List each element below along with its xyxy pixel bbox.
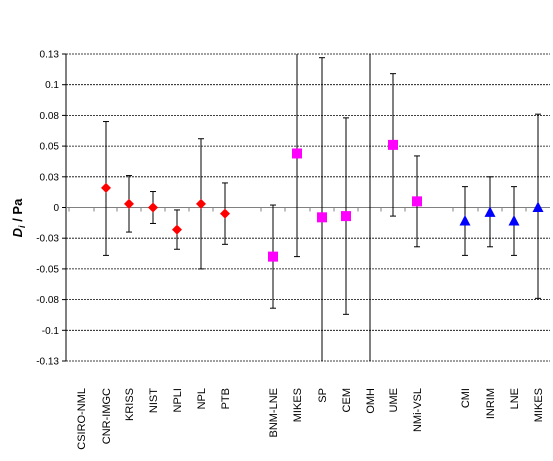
y-tick-labels: 0.13 0.1 0.08 0.05 0.03 0 -0.03 -0.05 -0.08 -0.1 -… [36, 50, 59, 368]
x-tick-label: CNR-IMGC [101, 388, 113, 444]
x-tick-label: NIST [148, 388, 160, 413]
y-tick-label: -0.08 [36, 295, 59, 306]
data-point-triangle [508, 215, 520, 226]
y-tick-label: 0.05 [40, 142, 60, 153]
y-tick-label: -0.1 [42, 326, 60, 337]
y-tick-label: -0.13 [36, 357, 59, 368]
data-point-square [317, 212, 327, 223]
y-tick-label: 0.03 [40, 172, 60, 183]
x-tick-label: NPLI [172, 388, 184, 412]
x-tick-label: OMH [365, 388, 377, 414]
data-point-diamond [196, 198, 206, 209]
x-tick-labels: CSIRO-NML CNR-IMGC KRISS NIST NPLI NPL PTB BNM-… [76, 388, 545, 450]
data-point-triangle [459, 215, 471, 226]
x-tick-label: CEM [341, 388, 353, 412]
y-tick-label: 0.08 [40, 111, 60, 122]
x-tick-label: UME [388, 388, 400, 412]
axes [62, 53, 550, 362]
x-tick-label: KRISS [124, 388, 136, 421]
y-tick-label: 0.13 [40, 50, 60, 61]
x-tick-label: CSIRO-NML [76, 388, 88, 450]
data-point-square [388, 139, 398, 150]
data-point-square [268, 251, 278, 262]
data-point-diamond [220, 208, 230, 219]
data-point-square [341, 211, 351, 222]
x-tick-label: NPL [196, 388, 208, 409]
data-point-square [292, 148, 302, 159]
x-tick-label: INRIM [485, 388, 497, 419]
x-tick-label: BNM-LNE [268, 388, 280, 438]
y-axis-label-sub: i [17, 225, 27, 228]
y-axis-label-rest: / Pa [10, 198, 25, 226]
x-tick-label: SP [317, 388, 329, 403]
data-point-diamond [124, 198, 134, 209]
y-axis-label-main: D [10, 227, 25, 237]
data-point-diamond [172, 224, 182, 235]
grid-lines [66, 53, 550, 362]
data-point-triangle [484, 206, 496, 217]
y-tick-label: 0 [53, 203, 59, 214]
x-tick-label: CMI [460, 388, 472, 408]
x-tick-label: PTB [220, 388, 232, 409]
y-tick-label: -0.03 [36, 234, 59, 245]
data-point-triangle [532, 201, 544, 212]
data-point-diamond [148, 202, 158, 213]
x-tick-label: MIKES [533, 388, 545, 422]
x-tick-label: LNE [509, 388, 521, 409]
x-tick-label: NMi-VSL [412, 388, 424, 432]
data-markers [101, 139, 544, 262]
y-tick-label: 0.1 [45, 80, 59, 91]
data-point-diamond [101, 182, 111, 193]
x-tick-label: MIKES [292, 388, 304, 422]
y-axis-label: Di / Pa [10, 198, 27, 237]
y-tick-label: -0.05 [36, 264, 59, 275]
data-point-square [412, 196, 422, 207]
